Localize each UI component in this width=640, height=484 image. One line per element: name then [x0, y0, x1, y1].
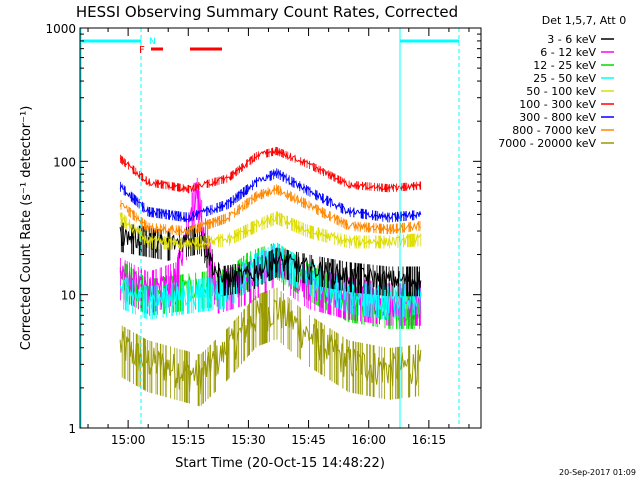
- series-noise-6: [120, 168, 415, 223]
- x-tick-label-5: 16:15: [412, 433, 447, 447]
- legend-label-4: 50 - 100 keV: [526, 85, 596, 98]
- flare-label: F: [139, 45, 145, 56]
- legend-label-7: 800 - 7000 keV: [512, 124, 596, 137]
- legend-header: Det 1,5,7, Att 0: [542, 14, 626, 27]
- y-axis-label: Corrected Count Rate (s⁻¹ detector⁻¹): [19, 106, 34, 351]
- series-line-7: [119, 185, 422, 236]
- legend-label-8: 7000 - 20000 keV: [498, 137, 596, 150]
- chart-title: HESSI Observing Summary Count Rates, Cor…: [76, 3, 458, 21]
- y-tick-label-3: 1000: [45, 22, 76, 36]
- legend-label-0: 3 - 6 keV: [547, 33, 596, 46]
- series-noise-8: [121, 287, 420, 407]
- series-noise-4: [120, 211, 422, 251]
- series-line-5: [119, 148, 422, 193]
- x-tick-label-0: 15:00: [111, 433, 146, 447]
- legend-label-6: 300 - 800 keV: [519, 111, 596, 124]
- x-tick-label-1: 15:15: [171, 433, 206, 447]
- y-tick-label-2: 100: [53, 155, 76, 169]
- plot-frame: [79, 27, 482, 429]
- legend-label-1: 6 - 12 keV: [540, 46, 596, 59]
- series-noise-5: [120, 146, 421, 194]
- y-tick-label-0: 1: [68, 422, 76, 436]
- series-noise-3: [123, 244, 421, 320]
- series-noise-7: [120, 184, 421, 236]
- y-tick-label-1: 10: [61, 289, 76, 303]
- x-tick-label-4: 16:00: [351, 433, 386, 447]
- x-tick-label-2: 15:30: [231, 433, 266, 447]
- axis-layer: 15:00 15:15 15:30 15:45 16:00 16:15 1 10 100 1000: [45, 22, 481, 447]
- night-label: N: [149, 37, 156, 47]
- legend-label-2: 12 - 25 keV: [533, 59, 596, 72]
- legend-label-3: 25 - 50 keV: [533, 72, 596, 85]
- x-axis-label: Start Time (20-Oct-15 14:48:22): [175, 456, 385, 471]
- legend-label-5: 100 - 300 keV: [519, 98, 596, 111]
- x-tick-label-3: 15:45: [291, 433, 326, 447]
- plot-timestamp: 20-Sep-2017 01:09: [559, 468, 636, 477]
- data-layer: [119, 146, 422, 407]
- annotation-layer: NF: [80, 28, 460, 428]
